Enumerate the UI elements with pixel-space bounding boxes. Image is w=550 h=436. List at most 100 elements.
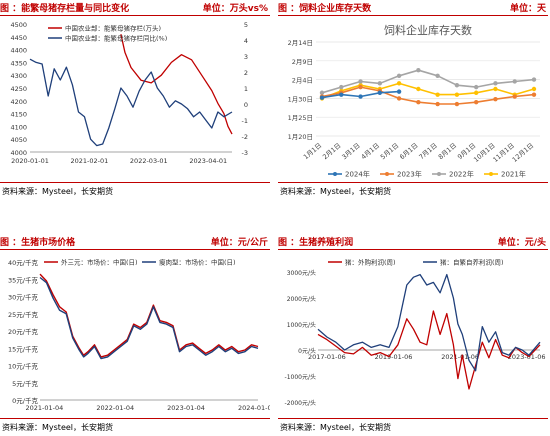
x-tick-label: 2020-01-01 — [11, 157, 49, 165]
header-divider — [278, 249, 548, 250]
y-tick-label-left: 4250 — [10, 85, 27, 93]
legend-label: 2024年 — [345, 170, 370, 179]
x-tick-label: 2021-01-04 — [25, 404, 63, 412]
y-tick-label: 2000元/头 — [287, 295, 316, 303]
x-tick-label: 1月1日 — [302, 141, 323, 161]
legend-label: 中国农业部：能繁母猪存栏同比(%) — [65, 34, 167, 43]
y-tick-label-left: 4400 — [10, 47, 27, 55]
x-tick-label: 2017-01-06 — [308, 353, 346, 361]
header-divider — [0, 15, 270, 16]
series-point — [396, 96, 402, 101]
y-tick-label-right: 0 — [244, 101, 248, 109]
y-tick-label: 5元/千克 — [12, 379, 38, 388]
x-tick-label: 2022-01-04 — [96, 404, 134, 412]
y-tick-label: 0元/千克 — [12, 396, 38, 405]
y-tick-label: 2月9日 — [292, 58, 313, 66]
series-point — [358, 94, 363, 99]
series-point — [358, 84, 363, 90]
x-tick-label: 2月1日 — [321, 141, 342, 161]
x-tick-label: 2021-01-06 — [441, 353, 479, 361]
series-point — [396, 73, 402, 79]
y-tick-label-right: 5 — [244, 21, 248, 29]
series-point — [396, 81, 402, 86]
source-note: 资料来源：Mysteel，长安期货 — [2, 423, 114, 432]
source-note: 资料来源：Mysteel，长安期货 — [280, 187, 392, 196]
y-tick-label: 1月30日 — [288, 95, 313, 103]
series-line-1 — [317, 310, 541, 390]
source-divider — [278, 182, 548, 183]
legend-label: 外三元：市场价：中国(日) — [61, 258, 138, 267]
series-point — [319, 90, 325, 95]
y-tick-label: 1月20日 — [288, 133, 313, 141]
y-tick-label: 40元/千克 — [8, 258, 38, 267]
y-tick-label-left: 4050 — [10, 136, 27, 144]
y-tick-label: 1000元/头 — [287, 321, 316, 329]
x-tick-label: 2023-01-06 — [508, 353, 546, 361]
panel-title: 图 ：饲料企业库存天数 — [278, 4, 372, 14]
x-tick-label: 4月1日 — [360, 141, 381, 161]
series-point — [339, 92, 344, 97]
legend-label: 猪：自繁自养利润(周) — [440, 258, 504, 267]
series-line-3 — [321, 69, 535, 94]
panel-sow-inventory: 图 ：能繁母猪存栏量与同比变化 单位：万头vs% 4000 4050 4100 415… — [0, 0, 270, 200]
y-tick-label: -2000元/头 — [285, 399, 316, 407]
y-tick-label: 20元/千克 — [8, 327, 38, 336]
y-tick-label-right: -2 — [242, 133, 248, 141]
y-tick-label-left: 4300 — [10, 72, 27, 80]
source-divider — [278, 418, 548, 419]
series-point — [493, 81, 498, 86]
y-tick-label: 25元/千克 — [8, 310, 38, 319]
y-tick-label: 15元/千克 — [8, 344, 38, 353]
y-tick-label-right: 4 — [244, 37, 248, 45]
x-tick-label: 8月1日 — [437, 141, 458, 161]
series-point — [512, 94, 517, 99]
series-point — [435, 101, 440, 107]
sow-inventory-chart: 4000405041004150420042504300435044004450… — [10, 21, 248, 165]
y-tick-label-right: -1 — [242, 117, 248, 125]
series-point — [377, 90, 383, 95]
series-point — [454, 92, 460, 97]
y-tick-label: 3000元/头 — [287, 269, 316, 277]
series-line-1 — [120, 34, 233, 135]
legend-marker — [333, 172, 337, 176]
series-point — [473, 90, 479, 95]
x-tick-label: 2022-03-01 — [130, 157, 168, 165]
panel-unit: 单位：天 — [509, 4, 546, 14]
series-point — [416, 86, 421, 92]
legend-label: 中国农业部：能繁母猪存栏(万头) — [65, 24, 161, 33]
y-tick-label-right: 1 — [244, 85, 248, 93]
legend-label: 2023年 — [397, 170, 422, 179]
chart-title: 饲料企业库存天数 — [384, 23, 472, 37]
panel-header: 图 ：能繁母猪存栏量与同比变化 单位：万头vs% — [0, 0, 270, 16]
y-tick-label-left: 4000 — [10, 149, 27, 157]
panel-title: 图 ：生猪市场价格 — [0, 238, 76, 248]
x-tick-label: 2023-04-01 — [189, 157, 227, 165]
legend-label: 瘦肉型：市场价：中国(日) — [159, 258, 236, 267]
panel-hog-profit: 图 ：生猪养殖利润 单位：元/头 -2000元/头 -1000元/头 0元/头 100… — [278, 234, 548, 436]
series-line-2 — [321, 86, 535, 105]
x-tick-label: 12月1日 — [511, 141, 536, 163]
y-tick-label: -1000元/头 — [285, 373, 316, 381]
series-point — [416, 68, 421, 73]
x-tick-label: 2021-02-01 — [71, 157, 109, 165]
x-tick-label: 7月1日 — [417, 141, 438, 161]
series-point — [531, 86, 537, 92]
y-tick-label-left: 4200 — [10, 98, 27, 106]
legend-label: 2021年 — [501, 170, 526, 179]
panel-header: 图 ：生猪市场价格 单位：元/公斤 — [0, 234, 270, 250]
feed-inventory-chart: 饲料企业库存天数 1月20日 1月25日 1月30日 2月4日 2月9日 2月14日 1月1日… — [288, 23, 540, 179]
source-divider — [0, 182, 270, 183]
series-line-2 — [29, 58, 233, 147]
y-tick-label-right: 2 — [244, 69, 248, 77]
series-point — [473, 84, 479, 90]
source-note: 资料来源：Mysteel，长安期货 — [280, 423, 392, 432]
series-line-2 — [39, 276, 259, 360]
legend-marker — [437, 172, 441, 176]
y-tick-label-left: 4500 — [10, 21, 27, 29]
header-divider — [0, 249, 270, 250]
panel-header: 图 ：生猪养殖利润 单位：元/头 — [278, 234, 548, 250]
y-tick-label-right: -3 — [242, 149, 248, 157]
legend-marker — [385, 172, 389, 176]
series-point — [454, 101, 460, 107]
series-point — [358, 79, 363, 84]
